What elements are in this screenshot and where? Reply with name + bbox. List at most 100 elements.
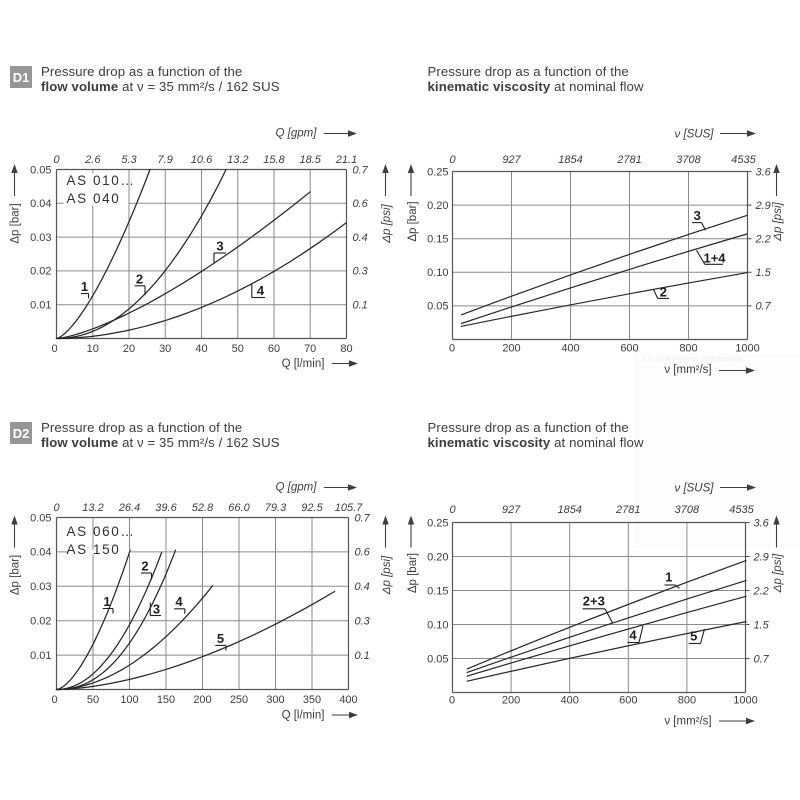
svg-text:1: 1 [103,594,110,609]
svg-text:7.9: 7.9 [158,154,173,166]
svg-text:2.9: 2.9 [753,551,769,563]
svg-text:400: 400 [561,343,579,355]
svg-text:350: 350 [303,694,321,706]
svg-text:39.6: 39.6 [155,502,177,514]
svg-text:0: 0 [51,343,57,355]
svg-text:3708: 3708 [675,504,700,516]
svg-text:2.9: 2.9 [755,200,771,212]
svg-text:Δp [bar]: Δp [bar] [407,553,419,593]
svg-text:2.2: 2.2 [755,234,771,246]
svg-text:0: 0 [53,154,60,166]
svg-text:0: 0 [449,154,456,166]
svg-text:1.5: 1.5 [756,267,772,279]
svg-text:5: 5 [217,631,224,646]
svg-text:5: 5 [690,629,697,644]
svg-text:0: 0 [449,695,455,707]
svg-text:0.03: 0.03 [30,581,51,593]
svg-text:2: 2 [660,285,667,300]
svg-text:Δp [bar]: Δp [bar] [407,201,419,241]
svg-text:0.02: 0.02 [30,616,51,628]
svg-text:1000: 1000 [733,695,757,707]
svg-text:AS 150: AS 150 [67,542,121,557]
svg-text:3: 3 [153,602,160,617]
svg-text:2: 2 [141,559,148,574]
svg-text:0.15: 0.15 [427,585,448,597]
svg-text:3: 3 [216,239,223,254]
svg-text:1: 1 [665,570,672,585]
svg-text:ν [SUS]: ν [SUS] [675,483,715,495]
svg-text:0.15: 0.15 [427,234,448,246]
svg-text:1+4: 1+4 [703,251,726,266]
svg-text:400: 400 [561,695,579,707]
svg-text:0.4: 0.4 [353,232,368,244]
svg-text:18.5: 18.5 [299,154,321,166]
svg-text:10.6: 10.6 [191,154,213,166]
svg-text:0.25: 0.25 [427,517,448,529]
svg-text:0.3: 0.3 [353,266,369,278]
svg-text:100: 100 [120,694,138,706]
svg-text:2.6: 2.6 [84,154,101,166]
svg-text:AS 040: AS 040 [67,191,121,206]
svg-text:4: 4 [175,594,183,609]
svg-text:1: 1 [81,279,88,294]
svg-text:0: 0 [449,504,456,516]
svg-text:2.2: 2.2 [753,585,769,597]
svg-text:105.7: 105.7 [335,502,363,514]
svg-text:Q [l/min]: Q [l/min] [282,358,325,370]
svg-text:92.5: 92.5 [301,502,323,514]
svg-text:0.3: 0.3 [355,616,371,628]
svg-text:600: 600 [620,343,638,355]
svg-text:927: 927 [502,154,521,166]
svg-text:Δp [bar]: Δp [bar] [10,203,22,243]
svg-text:200: 200 [193,694,211,706]
svg-text:0.7: 0.7 [756,301,772,313]
svg-text:0.05: 0.05 [30,164,51,176]
svg-text:2781: 2781 [615,504,640,516]
svg-text:3.6: 3.6 [754,517,770,529]
svg-text:50: 50 [87,694,99,706]
svg-text:200: 200 [502,343,520,355]
svg-text:0.04: 0.04 [30,547,51,559]
svg-text:927: 927 [502,504,521,516]
svg-text:Δp [bar]: Δp [bar] [10,555,22,595]
svg-text:0.7: 0.7 [355,512,371,524]
svg-text:ν [mm²/s]: ν [mm²/s] [664,364,711,376]
svg-text:Q [l/min]: Q [l/min] [282,710,325,722]
svg-text:Q [gpm]: Q [gpm] [276,482,318,494]
svg-text:AS 010…: AS 010… [67,173,136,188]
svg-text:0.01: 0.01 [30,650,51,662]
svg-text:0.05: 0.05 [427,653,448,665]
svg-text:2+3: 2+3 [583,594,605,609]
svg-text:Δp [psi]: Δp [psi] [772,202,784,242]
svg-text:0.02: 0.02 [30,266,51,278]
svg-text:AS 060…: AS 060… [67,524,136,539]
svg-text:13.2: 13.2 [227,154,248,166]
svg-text:21.1: 21.1 [335,154,357,166]
svg-text:0: 0 [51,694,57,706]
svg-text:800: 800 [679,343,697,355]
svg-text:0.05: 0.05 [30,512,51,524]
svg-text:26.4: 26.4 [118,502,140,514]
svg-text:ν [SUS]: ν [SUS] [675,129,715,141]
svg-text:60: 60 [268,343,280,355]
svg-text:0: 0 [53,502,60,514]
svg-text:50: 50 [232,343,244,355]
svg-text:3708: 3708 [676,154,701,166]
svg-text:150: 150 [157,694,175,706]
svg-text:300: 300 [266,694,284,706]
svg-text:0.6: 0.6 [355,547,371,559]
svg-text:79.3: 79.3 [265,502,287,514]
svg-text:1000: 1000 [735,343,759,355]
svg-text:0.20: 0.20 [427,551,448,563]
svg-text:2: 2 [136,272,143,287]
svg-text:0.05: 0.05 [427,301,448,313]
svg-text:13.2: 13.2 [82,502,103,514]
svg-text:0.10: 0.10 [427,267,448,279]
svg-text:52.8: 52.8 [192,502,214,514]
svg-text:40: 40 [195,343,207,355]
svg-text:0.25: 0.25 [427,166,448,178]
svg-text:400: 400 [339,694,357,706]
svg-text:Δp [psi]: Δp [psi] [772,553,784,593]
svg-text:200: 200 [502,695,520,707]
svg-text:20: 20 [123,343,135,355]
